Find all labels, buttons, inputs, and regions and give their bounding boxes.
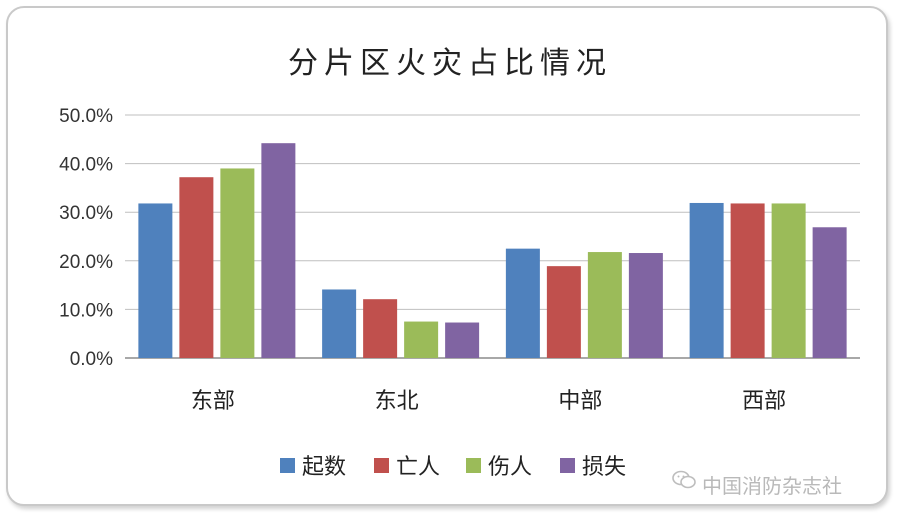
- bar-伤人: [587, 252, 622, 358]
- legend-label: 伤人: [488, 455, 532, 480]
- legend-label: 亡人: [396, 455, 440, 480]
- legend-swatch: [560, 458, 575, 473]
- bar-损失: [261, 143, 296, 358]
- bar-亡人: [546, 266, 581, 358]
- y-tick-label: 50.0%: [59, 106, 113, 127]
- y-tick-label: 30.0%: [59, 203, 113, 224]
- watermark-text: 中国消防杂志社: [702, 474, 842, 498]
- x-category-label: 东部: [191, 389, 235, 414]
- legend-label: 损失: [582, 455, 626, 480]
- legend-swatch: [466, 458, 481, 473]
- bar-损失: [445, 322, 480, 358]
- bar-起数: [322, 289, 357, 358]
- watermark: 中国消防杂志社: [672, 470, 842, 499]
- y-tick-label: 10.0%: [59, 300, 113, 321]
- y-tick-label: 0.0%: [70, 349, 113, 370]
- x-category-label: 东北: [375, 389, 419, 414]
- bar-亡人: [730, 203, 765, 358]
- bar-伤人: [404, 321, 439, 358]
- bar-损失: [628, 253, 663, 358]
- y-tick-label: 20.0%: [59, 252, 113, 273]
- x-category-label: 西部: [742, 389, 786, 414]
- bar-起数: [689, 202, 724, 358]
- bar-伤人: [771, 203, 806, 358]
- bar-伤人: [220, 168, 255, 358]
- x-category-label: 中部: [558, 389, 602, 414]
- bar-损失: [812, 227, 847, 358]
- bar-起数: [505, 248, 540, 358]
- legend-swatch: [374, 458, 389, 473]
- legend-label: 起数: [302, 455, 346, 480]
- bar-亡人: [363, 299, 398, 358]
- bar-亡人: [179, 177, 214, 358]
- bar-起数: [138, 203, 173, 358]
- y-tick-label: 40.0%: [59, 155, 113, 176]
- wechat-icon: [672, 470, 696, 496]
- chart-title: 分片区火灾占比情况: [288, 46, 612, 81]
- legend-swatch: [280, 458, 295, 473]
